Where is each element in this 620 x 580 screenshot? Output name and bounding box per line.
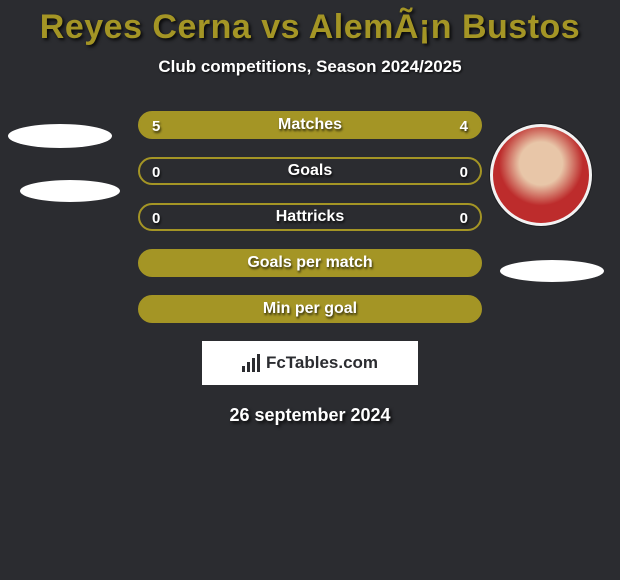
stat-row-matches: 5 Matches 4 bbox=[138, 111, 482, 139]
branding-bars-icon bbox=[242, 354, 260, 372]
branding-text: FcTables.com bbox=[266, 353, 378, 373]
date-text: 26 september 2024 bbox=[0, 405, 620, 426]
stat-row-min-per-goal: Min per goal bbox=[138, 295, 482, 323]
stat-right-value: 0 bbox=[460, 205, 468, 233]
stat-row-goals: 0 Goals 0 bbox=[138, 157, 482, 185]
stat-left-value: 5 bbox=[152, 113, 160, 141]
stat-label: Min per goal bbox=[263, 300, 357, 318]
stat-left-value: 0 bbox=[152, 205, 160, 233]
comparison-infographic: Reyes Cerna vs AlemÃ¡n Bustos Club compe… bbox=[0, 0, 620, 580]
stat-label: Matches bbox=[278, 116, 342, 134]
stat-label: Goals per match bbox=[247, 254, 372, 272]
stat-left-value: 0 bbox=[152, 159, 160, 187]
stats-area: 5 Matches 4 0 Goals 0 0 Hattricks 0 Goal… bbox=[0, 111, 620, 323]
stat-label: Hattricks bbox=[276, 208, 344, 226]
stat-row-hattricks: 0 Hattricks 0 bbox=[138, 203, 482, 231]
stat-right-value: 0 bbox=[460, 159, 468, 187]
stat-label: Goals bbox=[288, 162, 332, 180]
branding-badge: FcTables.com bbox=[202, 341, 418, 385]
subtitle: Club competitions, Season 2024/2025 bbox=[0, 57, 620, 77]
stat-right-value: 4 bbox=[460, 113, 468, 141]
page-title: Reyes Cerna vs AlemÃ¡n Bustos bbox=[0, 0, 620, 47]
stat-row-goals-per-match: Goals per match bbox=[138, 249, 482, 277]
